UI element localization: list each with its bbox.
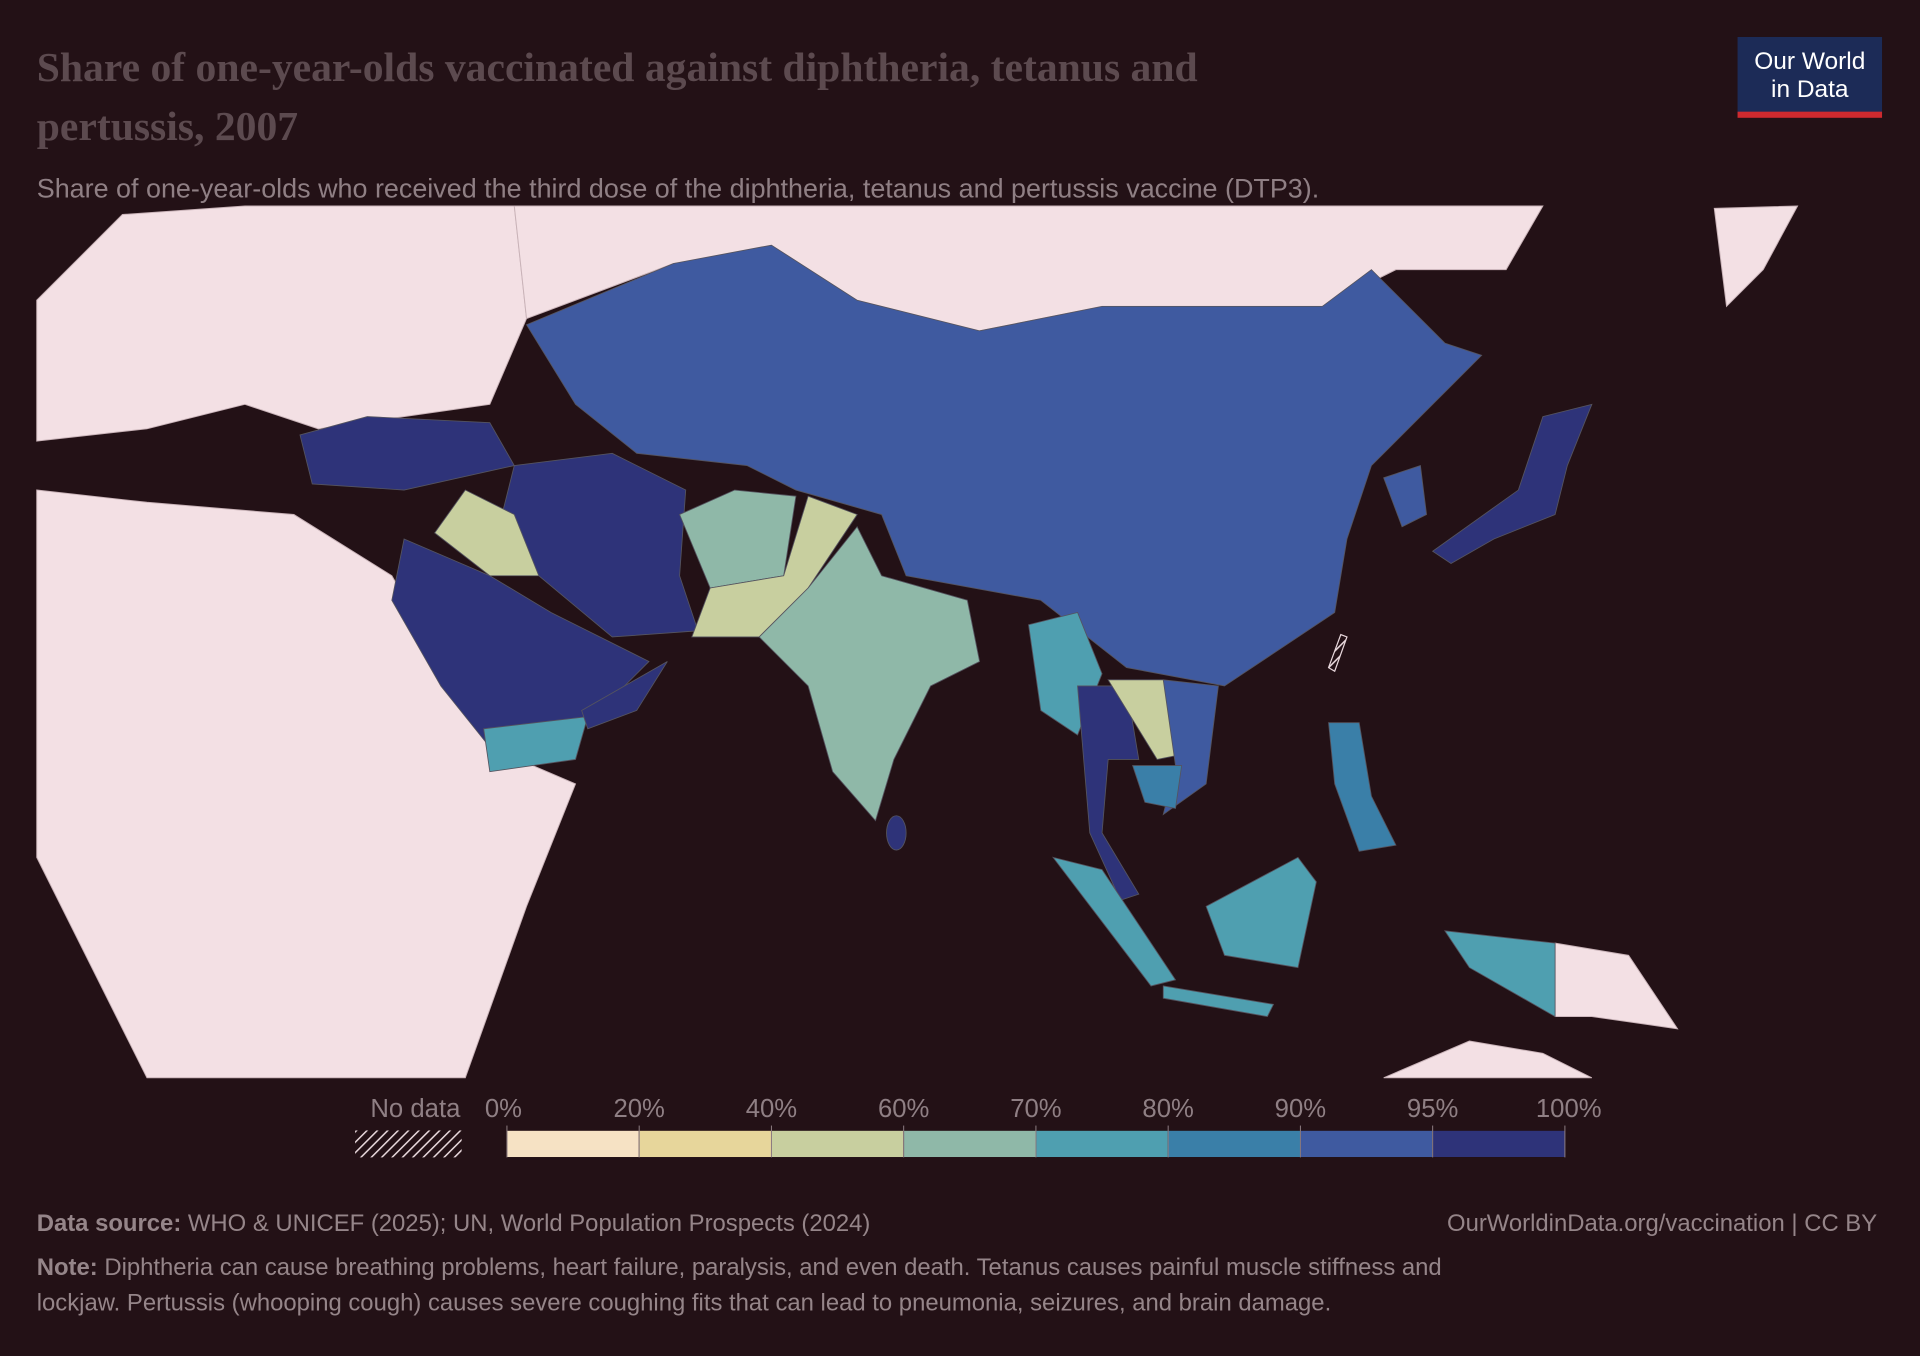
country xyxy=(1205,856,1317,969)
source: Data source: WHO & UNICEF (2025); UN, Wo… xyxy=(37,1210,871,1237)
legend-swatch xyxy=(1432,1130,1566,1158)
country xyxy=(1328,722,1397,852)
note: lockjaw. Pertussis (whooping cough) caus… xyxy=(37,1289,1331,1316)
title: pertussis, 2007 xyxy=(37,104,298,150)
legend-swatch xyxy=(638,1130,772,1158)
url[interactable]: OurWorldinData.org/vaccination | CC BY xyxy=(1447,1210,1877,1237)
country xyxy=(36,489,577,1079)
map xyxy=(36,205,1799,1079)
country xyxy=(1132,765,1183,809)
legend-swatch xyxy=(903,1130,1037,1158)
logo[interactable]: Our World in Data xyxy=(1737,36,1883,118)
country xyxy=(299,416,515,491)
note: Note: Diphtheria can cause breathing pro… xyxy=(37,1254,1442,1281)
legend-label: 40% xyxy=(746,1095,797,1123)
logo-text: in Data xyxy=(1771,76,1849,103)
country xyxy=(1713,205,1799,308)
country xyxy=(679,489,797,589)
legend-no-data-label: No data xyxy=(370,1095,461,1123)
legend-label: 70% xyxy=(1010,1095,1061,1123)
legend-no-data-swatch xyxy=(355,1130,462,1158)
logo-text: Our World xyxy=(1754,48,1865,75)
title: Share of one-year-olds vaccinated agains… xyxy=(37,45,1198,91)
country-no-data xyxy=(1327,633,1348,673)
legend-label: 95% xyxy=(1407,1095,1458,1123)
country xyxy=(1162,985,1275,1018)
country xyxy=(758,525,981,822)
country xyxy=(1383,1040,1593,1079)
source-label: Data source: xyxy=(37,1210,182,1237)
legend-label: 0% xyxy=(485,1095,522,1123)
legend-swatch xyxy=(771,1130,905,1158)
country xyxy=(1383,464,1427,528)
country xyxy=(1051,856,1177,987)
legend-swatch xyxy=(1167,1130,1301,1158)
country xyxy=(691,495,858,638)
country xyxy=(434,489,540,577)
legend-swatch xyxy=(1035,1130,1169,1158)
source-text: WHO & UNICEF (2025); UN, World Populatio… xyxy=(188,1210,870,1237)
country xyxy=(483,716,589,773)
country xyxy=(886,815,907,851)
note-label: Note: xyxy=(37,1254,98,1281)
country xyxy=(36,205,528,442)
country xyxy=(581,661,668,730)
legend-label: 100% xyxy=(1536,1095,1602,1123)
legend: No data 0% 20% 40% 60% 70% 80% 90% 95% 100% xyxy=(355,1095,1602,1158)
country xyxy=(525,244,1483,687)
note-text: Diphtheria can cause breathing problems,… xyxy=(104,1254,1441,1281)
legend-label: 80% xyxy=(1142,1095,1193,1123)
legend-label: 90% xyxy=(1275,1095,1326,1123)
country xyxy=(1431,403,1593,565)
country xyxy=(1444,930,1556,1018)
legend-swatch xyxy=(506,1130,640,1158)
subtitle: Share of one-year-olds who received the … xyxy=(37,173,1319,203)
country xyxy=(1554,942,1679,1030)
legend-label: 60% xyxy=(878,1095,929,1123)
legend-swatch xyxy=(1300,1130,1434,1158)
legend-label: 20% xyxy=(613,1095,664,1123)
